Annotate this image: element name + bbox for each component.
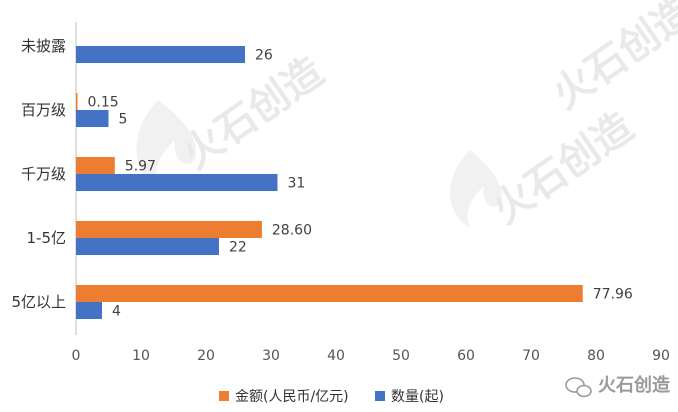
legend-label-amount: 金额(人民币/亿元) <box>235 389 349 405</box>
bar-amount <box>76 285 583 302</box>
corner-brand-text: 火石创造 <box>598 374 670 396</box>
bar-amount <box>76 221 262 238</box>
data-label-amount: 77.96 <box>593 287 633 303</box>
x-tick-label: 70 <box>522 348 540 364</box>
watermark-logo-icon <box>136 100 502 228</box>
x-tick-label: 80 <box>587 348 605 364</box>
x-tick-label: 40 <box>327 348 345 364</box>
x-tick-label: 60 <box>457 348 475 364</box>
bar-count <box>76 46 245 63</box>
corner-brand: 火石创造 <box>565 374 670 398</box>
x-tick-label: 10 <box>132 348 150 364</box>
category-label: 1-5亿 <box>27 229 67 247</box>
category-label: 5亿以上 <box>11 293 66 311</box>
bar-count <box>76 302 102 319</box>
wechat-icon <box>565 377 592 398</box>
category-label: 千万级 <box>21 165 66 183</box>
watermark: 火石创造 火石创造 火石创造 <box>136 0 678 233</box>
bar-amount <box>76 157 115 174</box>
category-label: 百万级 <box>21 101 66 119</box>
x-tick-label: 30 <box>262 348 280 364</box>
data-label-amount: 28.60 <box>272 223 312 239</box>
x-tick-label: 20 <box>197 348 215 364</box>
watermark-text-3: 火石创造 <box>544 0 678 118</box>
legend: 金额(人民币/亿元) 数量(起) <box>219 389 444 405</box>
watermark-text-1: 火石创造 <box>174 49 331 178</box>
data-label-count: 22 <box>229 240 247 256</box>
watermark-text-2: 火石创造 <box>484 104 641 233</box>
data-label-count: 26 <box>255 48 273 64</box>
bars <box>76 46 583 319</box>
bar-count <box>76 174 278 191</box>
data-label-count: 4 <box>112 304 121 320</box>
bar-count <box>76 110 109 127</box>
category-label: 未披露 <box>21 37 66 55</box>
bar-count <box>76 238 219 255</box>
data-label-amount: 0.15 <box>88 95 119 111</box>
x-tick-labels: 0 10 20 30 40 50 60 70 80 90 <box>72 348 670 364</box>
x-tick-label: 0 <box>72 348 81 364</box>
data-label-count: 5 <box>119 112 128 128</box>
data-label-count: 31 <box>288 176 306 192</box>
legend-label-count: 数量(起) <box>391 389 444 405</box>
data-labels: 26 0.155 5.97 31 28.60 22 77.96 4 <box>88 48 633 320</box>
data-label-amount: 5.97 <box>125 159 156 175</box>
x-tick-label: 90 <box>652 348 670 364</box>
bar-amount <box>76 93 78 110</box>
legend-swatch-amount <box>219 391 229 401</box>
x-tick-label: 50 <box>392 348 410 364</box>
legend-swatch-count <box>375 391 385 401</box>
